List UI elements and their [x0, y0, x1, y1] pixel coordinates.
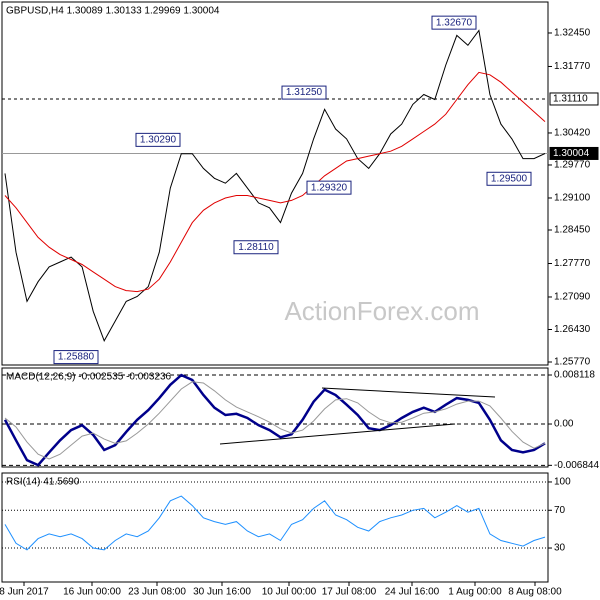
annotation-label: 1.29320 [311, 182, 348, 193]
y-tick-label: 100 [554, 477, 571, 488]
panel-title: MACD(12,26,9) -0.002535 -0.003236 [6, 372, 172, 383]
annotation-box [281, 85, 327, 100]
panel-title: RSI(14) 41.5690 [6, 477, 80, 488]
y-tick-label: 1.28450 [554, 225, 591, 236]
annotation-label: 1.30290 [140, 135, 177, 146]
series-line [4, 71, 546, 293]
series-line [4, 29, 546, 342]
y-tick-label: 1.27770 [554, 258, 591, 269]
y-tick-label: 1.32450 [554, 28, 591, 39]
level-label: 1.31110 [553, 94, 588, 105]
level-label: 1.30004 [553, 148, 590, 159]
y-tick-label: 1.27090 [554, 292, 591, 303]
x-tick-label: 8 Jun 2017 [0, 587, 49, 598]
level-box [549, 92, 599, 106]
x-tick-label: 10 Jul 00:00 [262, 587, 317, 598]
y-tick-label: 0.00 [554, 419, 574, 430]
y-tick-label: 70 [554, 505, 566, 516]
x-tick-label: 16 Jun 00:00 [63, 587, 121, 598]
panel-frame [1, 472, 549, 583]
x-tick-label: 1 Aug 00:00 [448, 587, 502, 598]
x-tick-label: 23 Jun 08:00 [128, 587, 186, 598]
x-tick-label: 24 Jul 16:00 [385, 587, 440, 598]
annotation-box [306, 180, 352, 195]
y-tick-label: 1.29770 [554, 160, 591, 171]
panel-title: GBPUSD,H4 1.30089 1.30133 1.29969 1.3000… [6, 6, 220, 17]
series-line [4, 495, 546, 551]
annotation-box [233, 240, 279, 255]
annotation-box [431, 15, 477, 30]
annotation-label: 1.32670 [436, 17, 473, 28]
x-tick-label: 17 Jul 08:00 [322, 587, 377, 598]
annotation-label: 1.29500 [491, 173, 528, 184]
trend-line [321, 387, 496, 398]
annotation-label: 1.25880 [58, 352, 95, 363]
y-tick-label: 1.25770 [554, 357, 591, 368]
annotation-label: 1.28110 [238, 242, 274, 253]
y-tick-label: 1.29100 [554, 193, 591, 204]
annotation-box [135, 132, 181, 147]
panel-frame [1, 367, 549, 468]
series-line [3, 373, 546, 467]
trend-line [219, 423, 456, 445]
series-line [4, 381, 546, 460]
x-tick-label: 8 Aug 08:00 [508, 587, 562, 598]
y-tick-label: 30 [554, 543, 566, 554]
annotation-box [53, 350, 99, 365]
y-tick-label: 1.31770 [554, 61, 591, 72]
panel-frame [1, 1, 549, 366]
annotation-box [486, 171, 532, 186]
x-tick-label: 30 Jun 16:00 [193, 587, 251, 598]
y-tick-label: -0.006844 [554, 460, 599, 471]
y-tick-label: 1.30420 [554, 128, 591, 139]
y-tick-label: 1.26430 [554, 324, 591, 335]
annotation-label: 1.31250 [286, 87, 323, 98]
watermark: ActionForex.com [284, 296, 479, 326]
y-tick-label: 0.008118 [554, 370, 595, 381]
level-box [549, 146, 599, 160]
